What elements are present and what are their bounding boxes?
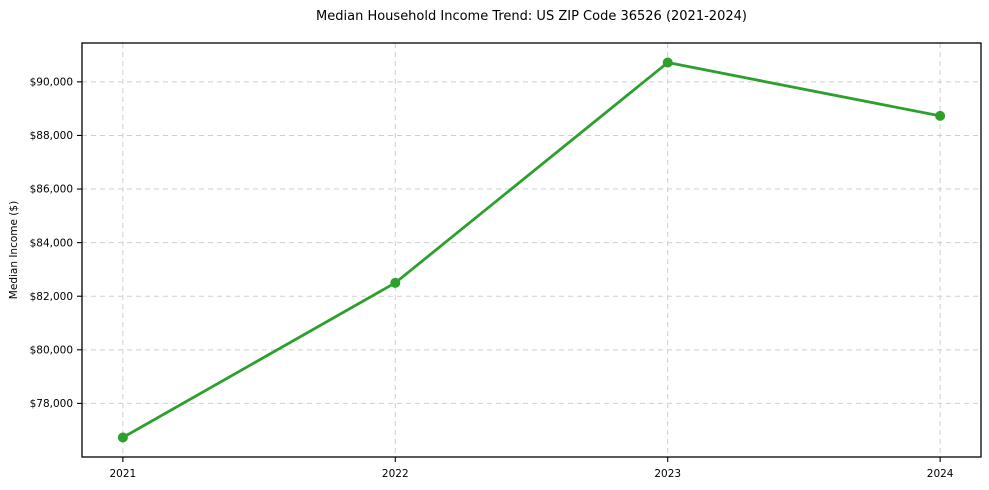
x-tick-label: 2024 (927, 468, 954, 480)
data-point-marker (117, 432, 128, 443)
y-tick-label: $86,000 (30, 184, 73, 196)
data-point-marker (935, 110, 946, 121)
chart-title: Median Household Income Trend: US ZIP Co… (316, 9, 747, 24)
plot-frame (81, 42, 982, 458)
y-tick-label: $78,000 (30, 398, 73, 410)
data-point-marker (390, 277, 401, 288)
data-point-marker (662, 57, 673, 68)
x-tick-label: 2022 (382, 468, 409, 480)
y-tick-label: $82,000 (30, 291, 73, 303)
x-tick-label: 2021 (109, 468, 136, 480)
y-tick-label: $80,000 (30, 345, 73, 357)
y-tick-label: $84,000 (30, 237, 73, 249)
x-tick-label: 2023 (654, 468, 681, 480)
income-trend-line (121, 61, 942, 439)
y-tick-label: $88,000 (30, 130, 73, 142)
y-tick-label: $90,000 (30, 77, 73, 89)
